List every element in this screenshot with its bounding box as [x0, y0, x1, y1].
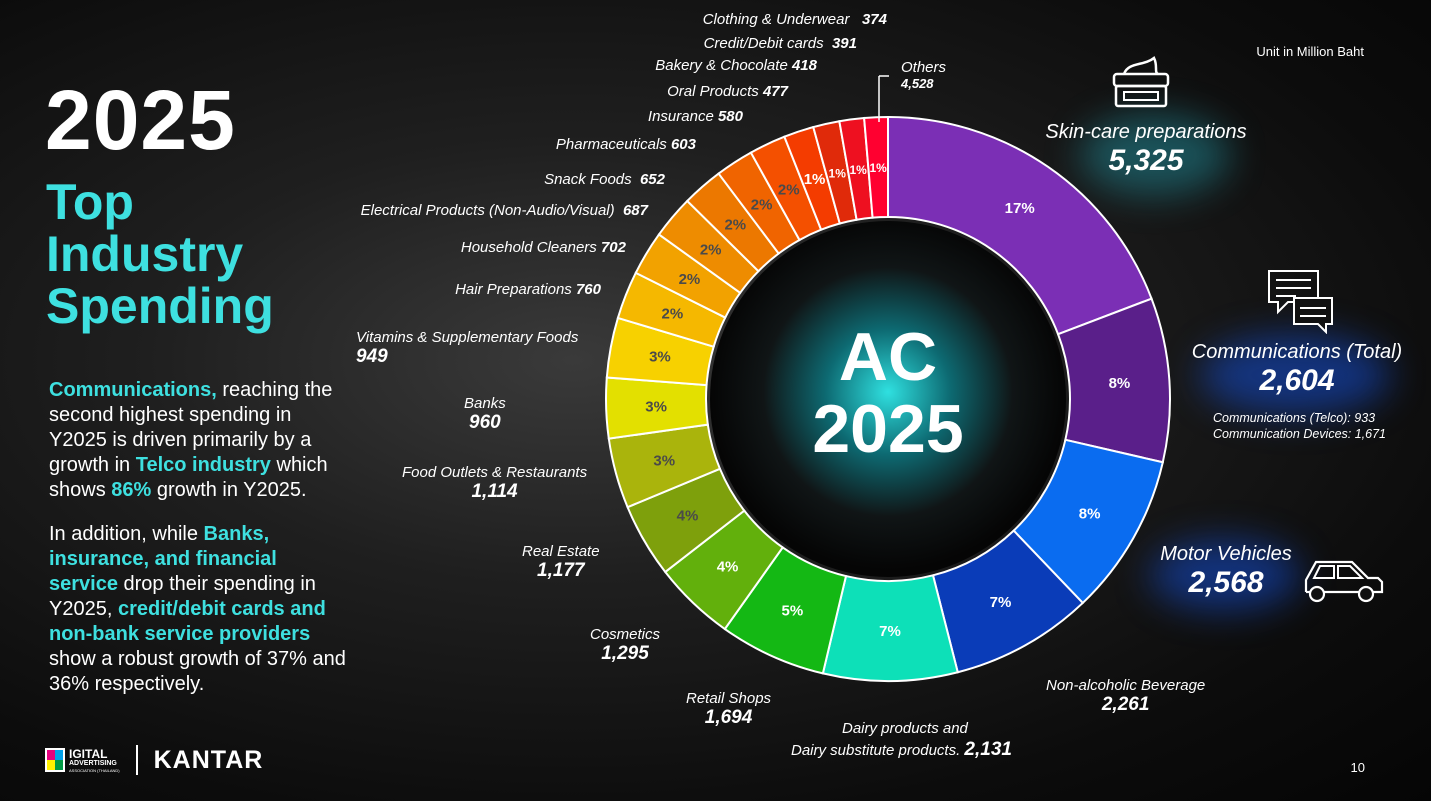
- label-skincare-name: Skin-care preparations: [1045, 121, 1247, 143]
- label-beverage: Non-alcoholic Beverage 2,261: [1046, 677, 1206, 715]
- car-icon: [1304, 560, 1384, 603]
- slice-pct-label: 2%: [679, 271, 701, 288]
- label-motor: Motor Vehicles 2,568: [1153, 543, 1299, 600]
- para-span: drop their spending in Y2025,: [49, 573, 316, 620]
- slice-pct-label: 1%: [869, 161, 887, 175]
- slice-pct-label: 2%: [778, 181, 800, 198]
- page-number: 10: [1350, 760, 1365, 775]
- subtitle-line: Spending: [46, 278, 274, 334]
- para-span: Banks, insurance, and financial service: [49, 523, 277, 595]
- slice-pct-label: 3%: [645, 398, 667, 415]
- slice-pct-label: 8%: [1079, 506, 1101, 523]
- paragraph-financial: In addition, while Banks, insurance, and…: [49, 522, 349, 697]
- donut-hub: [710, 221, 1066, 577]
- daaat-logo-line: ASSOCIATION (THAILAND): [69, 767, 120, 773]
- slice-pct-label: 7%: [879, 623, 901, 640]
- label-retail: Retail Shops 1,694: [686, 690, 772, 728]
- slice-pct-label: 2%: [662, 305, 684, 322]
- label-electrical: Electrical Products (Non-Audio/Visual) 6…: [360, 202, 648, 219]
- label-household: Household Cleaners 702: [460, 239, 626, 256]
- center-label-line: 2025: [812, 391, 964, 467]
- breakdown-devices: Communication Devices: 1,671: [1213, 427, 1386, 441]
- para-span: Telco industry: [135, 454, 271, 476]
- label-motor-value: 2,568: [1188, 566, 1264, 599]
- slice-pct-label: 5%: [782, 602, 804, 619]
- glow-motor: [1150, 540, 1300, 610]
- label-motor-name: Motor Vehicles: [1160, 543, 1292, 565]
- breakdown-telco: Communications (Telco): 933: [1213, 411, 1376, 425]
- donut-slice: [863, 115, 889, 219]
- label-oral: Oral Products 477: [667, 83, 788, 100]
- daaat-logo-text: IGITAL ADVERTISING ASSOCIATION (THAILAND…: [69, 748, 120, 773]
- label-insurance: Insurance 580: [647, 108, 743, 125]
- label-clothing: Clothing & Underwear 374: [702, 11, 887, 28]
- year-title: 2025: [45, 73, 236, 167]
- label-communications-value: 2,604: [1259, 364, 1335, 397]
- para-span: 86%: [111, 479, 152, 501]
- subtitle-line: Top: [46, 174, 134, 230]
- slice-pct-label: 8%: [1109, 375, 1131, 392]
- label-communications: Communications (Total) 2,604: [1186, 341, 1408, 398]
- kantar-logo: KANTAR: [135, 745, 264, 775]
- label-snack: Snack Foods 652: [544, 171, 665, 188]
- para-span: which shows: [49, 454, 328, 501]
- label-food: Food Outlets & Restaurants 1,114: [402, 464, 588, 502]
- glow-communications: [1200, 335, 1390, 415]
- label-others: Others 4,528: [901, 59, 947, 91]
- paragraph-communications: Communications, reaching the second high…: [49, 378, 349, 503]
- page-subtitle: Top Industry Spending: [46, 176, 274, 332]
- chat-bubbles-icon: [1268, 270, 1333, 334]
- para-span: growth in Y2025.: [151, 479, 307, 501]
- slice-pct-label: 2%: [751, 196, 773, 213]
- label-banks: Banks 960: [464, 395, 506, 433]
- para-span: reaching the second highest spending in …: [49, 379, 333, 476]
- label-pharma: Pharmaceuticals 603: [555, 136, 696, 153]
- para-span: show a robust growth of 37% and 36% resp…: [49, 648, 346, 695]
- center-label-line: AC: [838, 319, 938, 395]
- para-span: Communications,: [49, 379, 217, 401]
- label-dairy-line1: Dairy products and: [842, 720, 968, 737]
- label-credit-debit: Credit/Debit cards 391: [703, 35, 857, 52]
- label-bakery: Bakery & Chocolate 418: [655, 57, 817, 74]
- communications-breakdown: Communications (Telco): 933 Communicatio…: [1213, 410, 1386, 442]
- daaat-logo-line: IGITAL: [69, 746, 108, 761]
- slice-pct-label: 2%: [724, 216, 746, 233]
- para-span: credit/debit cards and non-bank service …: [49, 598, 326, 645]
- daaat-logo-line: ADVERTISING: [69, 759, 117, 767]
- slice-pct-label: 1%: [804, 171, 826, 188]
- subtitle-line: Industry: [46, 226, 244, 282]
- label-realestate: Real Estate 1,177: [522, 543, 600, 581]
- unit-note: Unit in Million Baht: [1256, 44, 1364, 59]
- skincare-jar-icon: [1112, 56, 1170, 108]
- donut-slice: [887, 115, 1153, 336]
- slice-pct-label: 3%: [649, 349, 671, 366]
- para-span: In addition, while: [49, 523, 204, 545]
- logo-bar: IGITAL ADVERTISING ASSOCIATION (THAILAND…: [45, 745, 263, 775]
- slice-pct-label: 1%: [849, 163, 867, 177]
- slice-pct-label: 1%: [829, 167, 847, 181]
- slice-pct-label: 4%: [677, 508, 699, 525]
- slice-pct-label: 17%: [1005, 200, 1035, 217]
- slice-pct-label: 2%: [700, 241, 722, 258]
- daaat-logo-icon: [45, 748, 65, 772]
- slice-pct-label: 4%: [717, 559, 739, 576]
- label-skincare: Skin-care preparations 5,325: [1040, 121, 1252, 178]
- label-dairy-line2: Dairy substitute products. 2,131: [791, 739, 1012, 760]
- slice-pct-label: 7%: [990, 594, 1012, 611]
- label-cosmetics: Cosmetics 1,295: [590, 626, 661, 664]
- label-hair: Hair Preparations 760: [455, 281, 601, 298]
- label-communications-name: Communications (Total): [1191, 341, 1403, 363]
- glow-skincare: [1080, 115, 1230, 195]
- slice-pct-label: 3%: [653, 452, 675, 469]
- label-vitamins: Vitamins & Supplementary Foods 949: [356, 329, 579, 367]
- label-skincare-value: 5,325: [1108, 144, 1184, 177]
